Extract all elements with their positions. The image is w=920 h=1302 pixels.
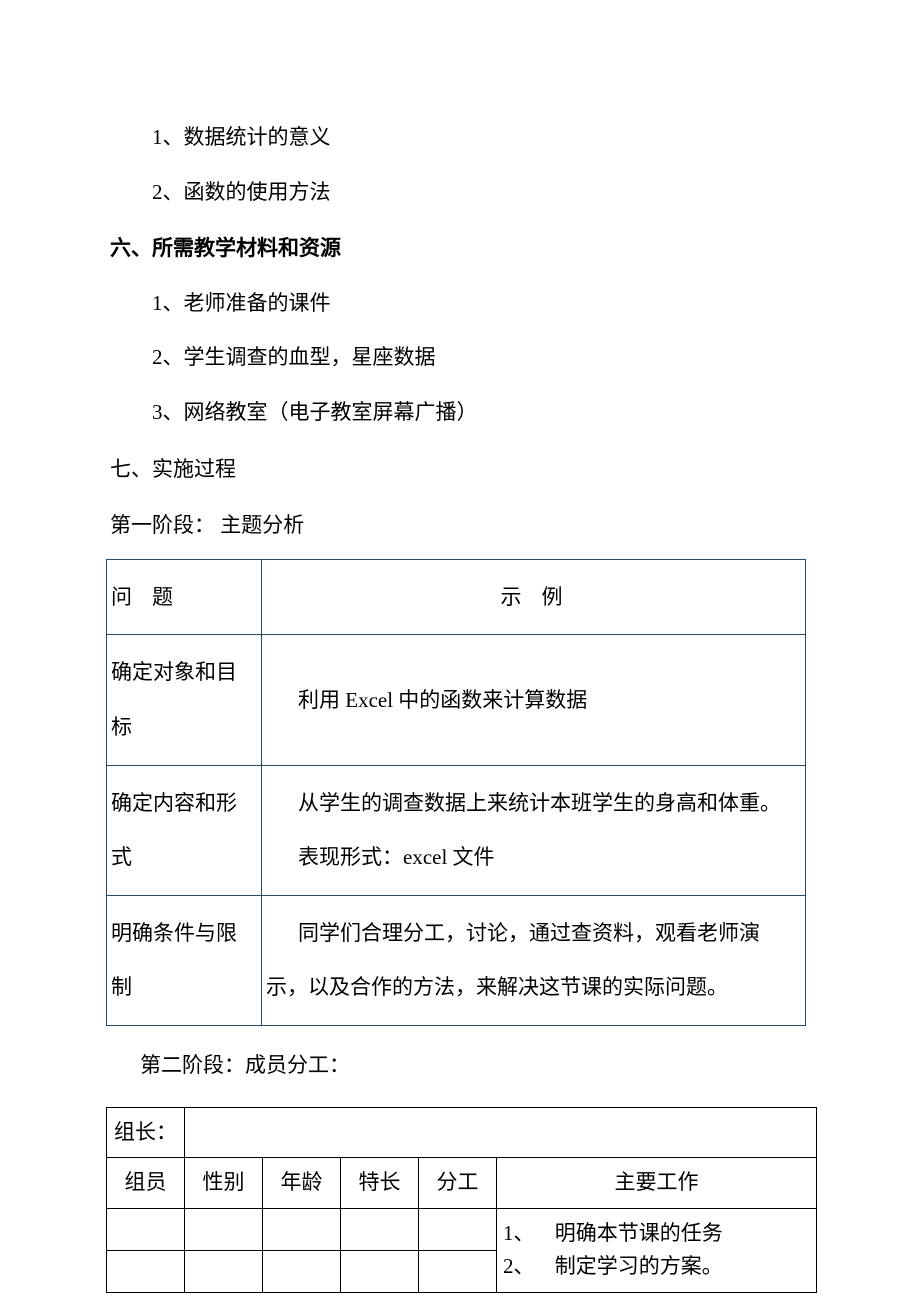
table-cell: 确定内容和形式: [107, 765, 262, 895]
stage-1-label: 第一阶段： 主题分析: [110, 498, 810, 553]
leader-value-cell: [185, 1107, 817, 1158]
table-cell-empty: [263, 1208, 341, 1250]
table-cell-line: 从学生的调查数据上来统计本班学生的身高和体重。: [266, 776, 801, 831]
work-item-number: 1、: [503, 1217, 539, 1251]
section-6-heading: 六、所需教学材料和资源: [110, 221, 810, 276]
table-cell-line: 表现形式：excel 文件: [266, 830, 801, 885]
table-cell-empty: [419, 1250, 497, 1292]
table-cell-empty: [341, 1250, 419, 1292]
work-item-number: 2、: [503, 1250, 539, 1284]
table-header-col2: 示例: [262, 559, 806, 635]
stage-2-label: 第二阶段：成员分工：: [110, 1038, 810, 1093]
table-header-col1: 问题: [107, 559, 262, 635]
table-row: 组员 性别 年龄 特长 分工 主要工作: [107, 1158, 817, 1209]
section-6-item-3: 3、网络教室（电子教室屏幕广播）: [110, 385, 810, 440]
table-cell: 明确条件与限制: [107, 895, 262, 1025]
work-item-text: 制定学习的方案。: [555, 1254, 723, 1278]
table-header: 组员: [107, 1158, 185, 1209]
table-cell-empty: [263, 1250, 341, 1292]
table-cell-empty: [107, 1208, 185, 1250]
table-row: 确定内容和形式 从学生的调查数据上来统计本班学生的身高和体重。 表现形式：exc…: [107, 765, 806, 895]
table-header: 特长: [341, 1158, 419, 1209]
table-cell-empty: [419, 1208, 497, 1250]
table-cell: 确定对象和目标: [107, 635, 262, 765]
table-cell: 同学们合理分工，讨论，通过查资料，观看老师演示，以及合作的方法，来解决这节课的实…: [262, 895, 806, 1025]
table-row: 1、 明确本节课的任务 2、 制定学习的方案。: [107, 1208, 817, 1250]
table-cell-empty: [185, 1208, 263, 1250]
main-work-cell: 1、 明确本节课的任务 2、 制定学习的方案。: [497, 1208, 817, 1292]
table-header: 性别: [185, 1158, 263, 1209]
table-row: 问题 示例: [107, 559, 806, 635]
table-cell: 利用 Excel 中的函数来计算数据: [262, 635, 806, 765]
table-cell-empty: [341, 1208, 419, 1250]
section-7-heading: 七、实施过程: [110, 442, 810, 497]
section-6-item-1: 1、老师准备的课件: [110, 276, 810, 331]
table-row: 组长：: [107, 1107, 817, 1158]
table-cell: 从学生的调查数据上来统计本班学生的身高和体重。 表现形式：excel 文件: [262, 765, 806, 895]
table-row: 明确条件与限制 同学们合理分工，讨论，通过查资料，观看老师演示，以及合作的方法，…: [107, 895, 806, 1025]
table-cell-empty: [107, 1250, 185, 1292]
table-cell-empty: [185, 1250, 263, 1292]
stage-2-table: 组长： 组员 性别 年龄 特长 分工 主要工作 1、 明确本节课的任务 2、 制…: [106, 1107, 817, 1293]
table-header: 年龄: [263, 1158, 341, 1209]
table-row: 确定对象和目标 利用 Excel 中的函数来计算数据: [107, 635, 806, 765]
list-item-1: 1、数据统计的意义: [110, 110, 810, 165]
table-header: 主要工作: [497, 1158, 817, 1209]
work-item-2: 2、 制定学习的方案。: [503, 1250, 810, 1284]
work-item-1: 1、 明确本节课的任务: [503, 1217, 810, 1251]
work-item-text: 明确本节课的任务: [555, 1221, 723, 1245]
stage-1-table: 问题 示例 确定对象和目标 利用 Excel 中的函数来计算数据 确定内容和形式…: [106, 559, 806, 1026]
leader-label-cell: 组长：: [107, 1107, 185, 1158]
table-header: 分工: [419, 1158, 497, 1209]
list-item-2: 2、函数的使用方法: [110, 165, 810, 220]
section-6-item-2: 2、学生调查的血型，星座数据: [110, 330, 810, 385]
